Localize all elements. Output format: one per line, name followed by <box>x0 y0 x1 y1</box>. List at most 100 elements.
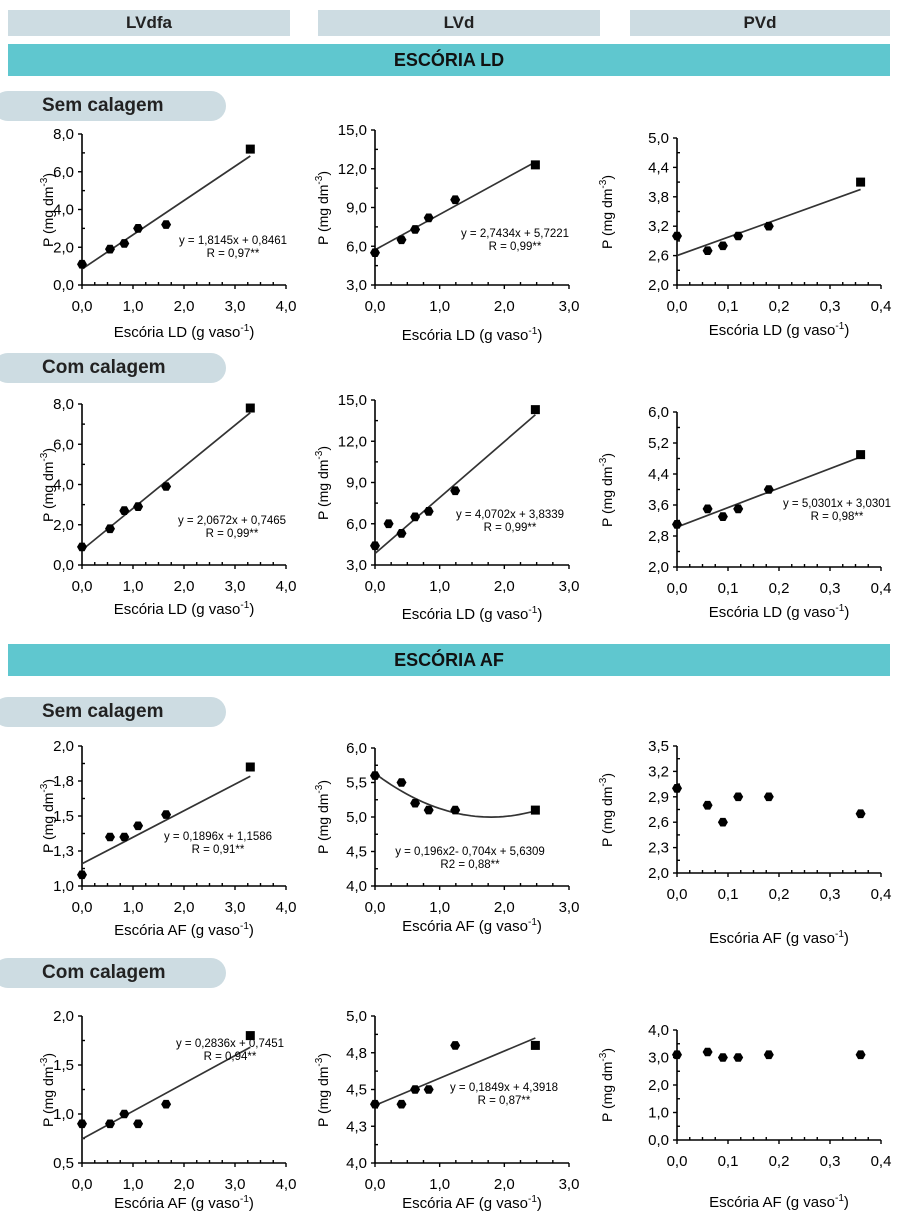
y-tick-label: 15,0 <box>338 122 367 139</box>
data-point <box>763 1050 774 1060</box>
data-point <box>119 506 130 515</box>
x-tick-label: 1,0 <box>123 1176 144 1193</box>
y-tick-label: 5,0 <box>648 130 669 147</box>
data-point <box>450 1041 461 1050</box>
y-tick-label: 3,8 <box>648 189 669 206</box>
data-point <box>119 1109 130 1119</box>
r-value-label: R2 = 0,88** <box>440 859 500 871</box>
data-point <box>423 213 434 223</box>
data-point <box>530 805 540 815</box>
y-tick-label: 8,0 <box>53 126 74 143</box>
x-tick-label: 3,0 <box>559 298 580 315</box>
data-point <box>245 144 255 154</box>
x-tick-label: 2,0 <box>494 578 515 595</box>
x-tick-label: 0,3 <box>820 580 841 597</box>
data-point <box>161 482 172 491</box>
data-point <box>105 832 115 842</box>
data-point <box>133 502 144 511</box>
y-tick-label: 2,6 <box>648 814 669 831</box>
x-tick-label: 2,0 <box>174 578 195 595</box>
x-tick-label: 0,0 <box>667 1153 688 1170</box>
x-tick-label: 0,1 <box>718 298 739 315</box>
y-axis-label: P (mg dm-3) <box>314 446 331 520</box>
data-point <box>410 1085 421 1094</box>
y-tick-label: 1,0 <box>53 878 74 895</box>
y-tick-label: 4,4 <box>648 159 669 176</box>
equation-label: y = 5,0301x + 3,0301 <box>783 498 891 510</box>
data-point <box>530 160 540 170</box>
y-tick-label: 3,0 <box>346 557 367 574</box>
y-tick-label: 12,0 <box>338 433 367 450</box>
y-tick-label: 6,0 <box>648 404 669 421</box>
y-tick-label: 6,0 <box>53 436 74 453</box>
x-tick-label: 1,0 <box>429 899 450 916</box>
x-tick-label: 0,3 <box>820 1153 841 1170</box>
y-tick-label: 1,0 <box>53 1106 74 1123</box>
data-point <box>733 1053 744 1062</box>
x-tick-label: 3,0 <box>225 298 246 315</box>
x-tick-label: 1,0 <box>429 578 450 595</box>
data-point <box>672 231 682 241</box>
y-tick-label: 2,3 <box>648 840 669 857</box>
data-point <box>133 1119 144 1129</box>
y-tick-label: 1,8 <box>53 773 74 790</box>
y-tick-label: 9,0 <box>346 200 367 217</box>
data-point <box>450 805 461 815</box>
x-tick-label: 0,0 <box>72 1176 93 1193</box>
y-tick-label: 3,5 <box>648 738 669 755</box>
data-point <box>672 520 682 529</box>
x-axis-label: Escória LD (g vaso-1) <box>709 321 850 339</box>
trend-line <box>81 775 251 865</box>
x-tick-label: 3,0 <box>225 1176 246 1193</box>
y-tick-label: 2,0 <box>53 239 74 256</box>
data-point <box>717 1053 728 1062</box>
data-point <box>717 512 728 521</box>
x-tick-label: 0,2 <box>769 298 790 315</box>
y-tick-label: 4,0 <box>346 878 367 895</box>
data-point <box>717 241 728 251</box>
y-tick-label: 2,0 <box>648 865 669 882</box>
subsection-label-af-sem-calagem: Sem calagem <box>0 697 226 727</box>
x-tick-label: 0,0 <box>72 298 93 315</box>
y-tick-label: 0,5 <box>53 1155 74 1172</box>
data-point <box>702 800 713 810</box>
data-point <box>410 512 421 522</box>
data-point <box>530 405 540 415</box>
x-tick-label: 2,0 <box>174 298 195 315</box>
chart-af_com_lvd: 4,0 4,3 4,5 4,8 5,0 0,0 1,0 2,0 3,0 Escória AF (g… <box>314 1008 579 1212</box>
y-axis-label: P (mg dm-3) <box>598 453 615 527</box>
y-axis-label: P (mg dm-3) <box>39 779 56 853</box>
y-tick-label: 15,0 <box>338 392 367 409</box>
y-tick-label: 2,0 <box>53 738 74 755</box>
equation-label: y = 2,0672x + 0,7465 <box>178 515 286 527</box>
data-point <box>423 805 434 815</box>
data-point <box>77 870 87 880</box>
r-value-label: R = 0,94** <box>204 1051 257 1063</box>
x-tick-label: 0,4 <box>871 886 892 903</box>
y-tick-label: 6,0 <box>346 516 367 533</box>
data-point <box>383 519 394 529</box>
data-point <box>370 248 380 257</box>
data-point <box>702 1047 713 1057</box>
y-tick-label: 3,0 <box>648 1050 669 1067</box>
y-tick-label: 0,0 <box>648 1132 669 1149</box>
data-point <box>396 529 407 538</box>
data-point <box>396 235 407 245</box>
data-point <box>245 1031 255 1041</box>
data-point <box>77 1119 87 1129</box>
y-tick-label: 2,0 <box>648 1077 669 1094</box>
x-tick-label: 0,1 <box>718 1153 739 1170</box>
x-tick-label: 0,3 <box>820 298 841 315</box>
x-tick-label: 3,0 <box>559 578 580 595</box>
x-tick-label: 0,1 <box>718 580 739 597</box>
y-tick-label: 2,8 <box>648 528 669 545</box>
r-value-label: R = 0,87** <box>478 1095 531 1107</box>
chart-ld_sem_lvdfa: 0,0 2,0 4,0 6,0 8,0 0,0 1,0 2,0 3,0 4,0 Escória LD… <box>39 126 296 341</box>
data-point <box>672 1050 682 1060</box>
y-tick-label: 6,0 <box>346 238 367 255</box>
x-axis-label: Escória AF (g vaso-1) <box>114 921 254 939</box>
data-point <box>530 1040 540 1050</box>
section-title-escoria-af: ESCÓRIA AF <box>8 644 890 676</box>
x-tick-label: 3,0 <box>225 578 246 595</box>
data-point <box>161 810 172 819</box>
